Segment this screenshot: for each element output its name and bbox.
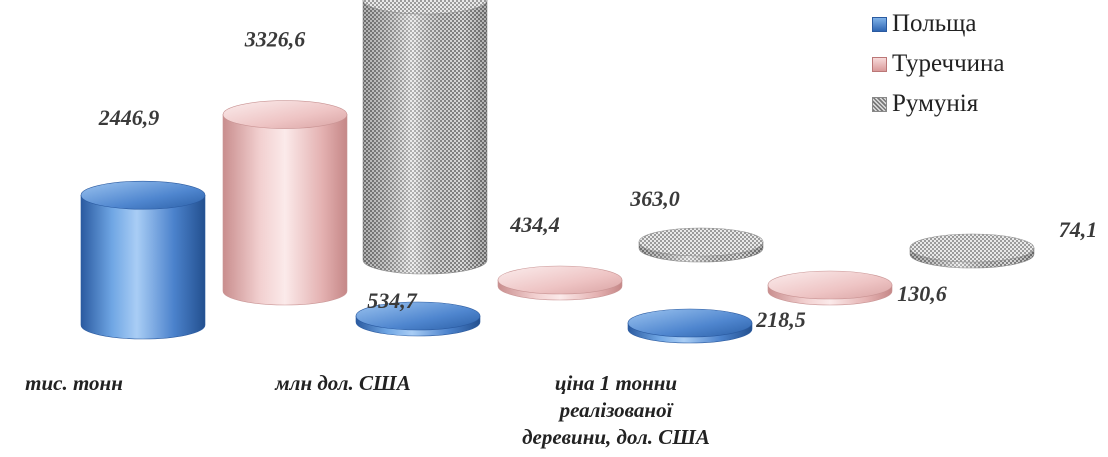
bar-turkey-0 xyxy=(222,100,348,306)
category-label-2-line-2: деревини, дол. США xyxy=(522,425,710,449)
bar-romania-0 xyxy=(362,0,488,275)
value-label-poland-2: 218,5 xyxy=(755,307,806,332)
legend: Польща Туреччина Румунія xyxy=(872,4,1005,124)
value-labels-group: 4902,23326,62446,9363,0434,4534,774,1130… xyxy=(98,27,1098,332)
category-label-0-line-0: тис. тонн xyxy=(25,371,123,395)
value-label-romania-1: 363,0 xyxy=(629,186,680,211)
value-label-romania-2: 74,1 xyxy=(1059,217,1098,242)
category-label-2-line-1: реалізованої xyxy=(558,398,674,422)
bar-romania-2 xyxy=(909,233,1035,269)
category-label-2-line-0: ціна 1 тонни xyxy=(555,371,677,395)
legend-label-turkey: Туреччина xyxy=(892,50,1005,77)
category-labels-group: тис. тонн млн дол. США ціна 1 тонни реалізо… xyxy=(25,371,710,449)
bar-turkey-2 xyxy=(767,270,893,306)
value-label-turkey-1: 434,4 xyxy=(509,212,560,237)
legend-label-poland: Польща xyxy=(892,10,977,37)
legend-item-turkey: Туреччина xyxy=(872,44,1005,84)
value-label-turkey-0: 3326,6 xyxy=(244,27,306,52)
bar-poland-1 xyxy=(355,301,481,337)
legend-swatch-pattern xyxy=(872,96,887,112)
bar-turkey-1 xyxy=(497,265,623,301)
value-label-turkey-2: 130,6 xyxy=(897,281,947,306)
bar-poland-2 xyxy=(627,308,753,344)
bar-poland-0 xyxy=(80,180,206,340)
bar-romania-1 xyxy=(638,227,764,263)
legend-label-romania: Румунія xyxy=(892,90,979,117)
legend-swatch-blue xyxy=(872,16,887,32)
value-label-poland-0: 2446,9 xyxy=(98,105,160,130)
legend-swatch-pink xyxy=(872,56,887,72)
category-label-1-line-0: млн дол. США xyxy=(274,371,410,395)
value-label-poland-1: 534,7 xyxy=(367,288,418,313)
legend-item-poland: Польща xyxy=(872,4,1005,44)
cylinders-group xyxy=(80,0,1035,344)
legend-item-romania: Румунія xyxy=(872,84,1005,124)
